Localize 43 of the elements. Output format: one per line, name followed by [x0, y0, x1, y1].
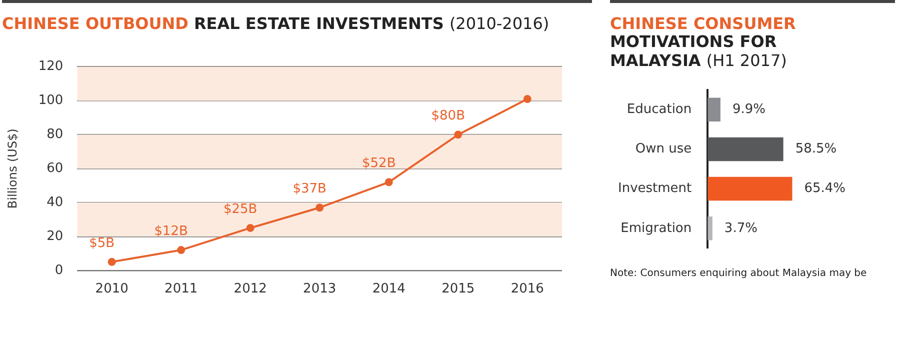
x-tick-label: 2012 — [234, 282, 267, 297]
bar — [708, 177, 792, 201]
point — [316, 204, 324, 212]
y-tick-label: 0 — [54, 263, 64, 278]
point — [108, 258, 116, 266]
data-label: $12B — [154, 224, 188, 240]
y-tick-label: Own use — [635, 142, 692, 157]
x-tick-label: 2016 — [510, 282, 544, 297]
data-label: $80B — [431, 108, 465, 124]
point — [454, 131, 462, 140]
chart-title: CHINESE CONSUMER MOTIVATIONS FOR MALAYSIA (H1 2017) — [610, 14, 796, 70]
bar — [708, 98, 720, 122]
point — [177, 246, 186, 254]
x-tick-label: 2011 — [164, 282, 198, 297]
y-tick-label: 40 — [46, 195, 64, 210]
point — [246, 224, 254, 232]
bar — [708, 137, 784, 162]
point — [523, 95, 532, 104]
data-label: 65.4% — [804, 181, 846, 196]
bar — [708, 216, 712, 240]
x-tick-label: 2015 — [442, 282, 475, 297]
y-tick-label: 20 — [46, 229, 64, 244]
y-axis-title: Billions (US$) — [5, 129, 20, 209]
y-tick-label: Investment — [618, 181, 692, 196]
point — [384, 178, 393, 187]
data-label: $25B — [223, 202, 258, 218]
data-label: $52B — [362, 156, 396, 172]
y-tick-label: 100 — [38, 94, 64, 108]
data-label: 58.5% — [795, 142, 837, 157]
y-tick-label: 60 — [46, 161, 64, 176]
data-label: 3.7% — [724, 220, 758, 236]
x-tick-label: 2010 — [95, 282, 128, 297]
data-label: $5B — [89, 236, 115, 252]
y-tick-label: Emigration — [620, 220, 692, 236]
y-tick-label: Education — [626, 102, 692, 118]
x-tick-label: 2014 — [372, 282, 406, 297]
chart-title: CHINESE OUTBOUND REAL ESTATE INVESTMENTS (2010-2016) — [2, 14, 550, 33]
y-tick-label: 120 — [38, 60, 64, 75]
x-tick-label: 2013 — [303, 282, 336, 297]
y-tick-label: 80 — [46, 127, 64, 142]
data-label: 9.9% — [732, 102, 766, 118]
data-label: $37B — [292, 182, 326, 197]
text: Note: Consumers enquiring about Malaysia may be — [610, 268, 868, 280]
